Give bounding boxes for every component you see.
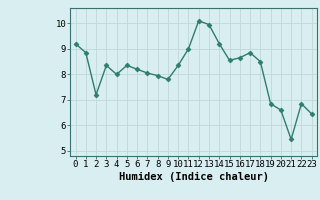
X-axis label: Humidex (Indice chaleur): Humidex (Indice chaleur) <box>119 172 268 182</box>
